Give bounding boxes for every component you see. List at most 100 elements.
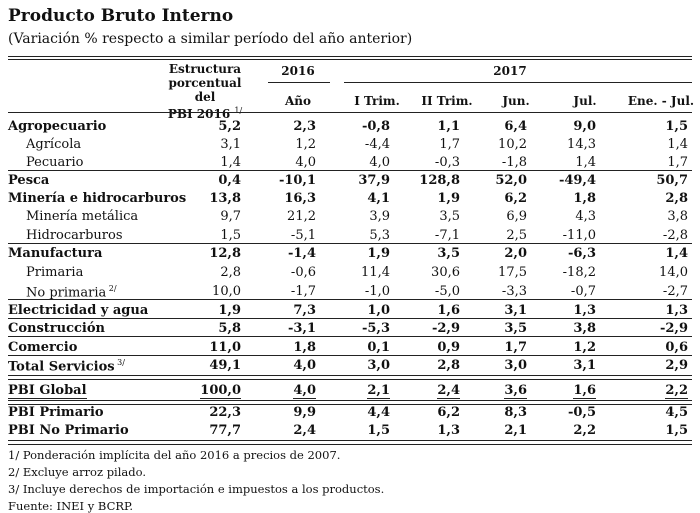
header-col-3: Jul. — [573, 94, 597, 108]
row-label: Total Servicios 3/ — [8, 358, 125, 375]
cell-value: 1,2 — [573, 340, 596, 355]
cell-value: -1,4 — [287, 246, 316, 261]
cell-value: 2,4 — [293, 423, 316, 438]
table-row: Hidrocarburos 1,5 -5,1 5,3 -7,1 2,5 -11,0 -2,8 — [8, 227, 692, 245]
cell-value: 1,1 — [437, 119, 460, 134]
cell-value: 2,1 — [504, 423, 527, 438]
row-label: Agropecuario — [8, 119, 107, 134]
cell-value: 6,9 — [506, 209, 527, 224]
cell-value: 1,7 — [667, 155, 688, 170]
row-label: Electricidad y agua — [8, 303, 149, 318]
cell-value: 0,1 — [367, 340, 390, 355]
cell-value: 3,0 — [504, 358, 527, 373]
cell-value: 17,5 — [498, 265, 527, 280]
table-title: Producto Bruto Interno — [8, 6, 234, 26]
table-row: PBI Primario 22,3 9,9 4,4 6,2 8,3 -0,5 4,5 — [8, 404, 692, 422]
cell-value: -0,6 — [290, 265, 316, 280]
header-2016: 2016 — [281, 64, 315, 78]
top-rule — [8, 56, 692, 57]
row-label: Minería metálica — [26, 209, 139, 224]
cell-value: 1,0 — [367, 303, 390, 318]
cell-value: 52,0 — [495, 173, 527, 188]
cell-value: 77,7 — [209, 423, 241, 438]
cell-value: -2,7 — [662, 284, 688, 299]
table-row: Manufactura 12,8 -1,4 1,9 3,5 2,0 -6,3 1,4 — [8, 245, 692, 263]
cell-value: 1,2 — [295, 137, 316, 152]
header-col-4: Ene. - Jul. — [627, 94, 695, 108]
cell-value: -7,1 — [434, 228, 460, 243]
cell-value: 1,4 — [665, 246, 688, 261]
cell-value: 2,8 — [665, 191, 688, 206]
table-row: Minería e hidrocarburos 13,8 16,3 4,1 1,9 6,2… — [8, 190, 692, 208]
cell-value: 1,3 — [437, 423, 460, 438]
table-row: Pecuario 1,4 4,0 4,0 -0,3 -1,8 1,4 1,7 — [8, 154, 692, 172]
cell-value: 9,0 — [573, 119, 596, 134]
cell-value: -3,1 — [287, 321, 316, 336]
cell-value: 7,3 — [293, 303, 316, 318]
cell-value: 3,5 — [439, 209, 460, 224]
row-separator — [8, 299, 692, 300]
cell-value: 1,4 — [667, 137, 688, 152]
cell-value: -3,3 — [501, 284, 527, 299]
row-label: Manufactura — [8, 246, 103, 261]
year-2017-line — [344, 82, 692, 83]
table-row: Pesca 0,4 -10,1 37,9 128,8 52,0 -49,4 50,7 — [8, 172, 692, 190]
cell-value: -0,7 — [570, 284, 596, 299]
cell-value: 3,1 — [220, 137, 241, 152]
row-separator — [8, 318, 692, 319]
cell-value: 11,0 — [209, 340, 241, 355]
cell-value: 6,2 — [504, 191, 527, 206]
header-ano: Año — [284, 94, 312, 108]
cell-value: 0,6 — [665, 340, 688, 355]
footnote: Fuente: INEI y BCRP. — [8, 499, 134, 513]
cell-value: 12,8 — [209, 246, 241, 261]
row-label: Comercio — [8, 340, 78, 355]
cell-value: 30,6 — [431, 265, 460, 280]
table-row: Primaria 2,8 -0,6 11,4 30,6 17,5 -18,2 14,0 — [8, 264, 692, 282]
table-row: PBI No Primario 77,7 2,4 1,5 1,3 2,1 2,2 1,5 — [8, 422, 692, 440]
cell-value: 2,5 — [506, 228, 527, 243]
cell-value: 1,5 — [665, 423, 688, 438]
cell-value: -5,1 — [290, 228, 316, 243]
cell-value: 100,0 — [200, 383, 241, 401]
cell-value: -2,9 — [431, 321, 460, 336]
cell-value: 5,2 — [218, 119, 241, 134]
header-col-0: I Trim. — [354, 94, 400, 108]
cell-value: -0,3 — [434, 155, 460, 170]
row-label: Construcción — [8, 321, 105, 336]
cell-value: 2,0 — [504, 246, 527, 261]
header-estructura: Estructura porcentual del PBI 2016 1/ — [167, 62, 243, 121]
row-label: Agrícola — [26, 137, 82, 152]
cell-value: 3,0 — [367, 358, 390, 373]
cell-value: 9,9 — [293, 405, 316, 420]
cell-value: -11,0 — [562, 228, 596, 243]
cell-value: 3,9 — [369, 209, 390, 224]
cell-value: -18,2 — [562, 265, 596, 280]
row-label: Minería e hidrocarburos — [8, 191, 187, 206]
cell-value: 21,2 — [287, 209, 316, 224]
table-row: No primaria 2/10,0 -1,7 -1,0 -5,0 -3,3 -0,7 -2… — [8, 283, 692, 301]
cell-value: -1,0 — [364, 284, 390, 299]
cell-value: 3,1 — [504, 303, 527, 318]
row-label: Pesca — [8, 173, 50, 188]
bottom-rule — [8, 440, 692, 445]
footnote: 3/ Incluye derechos de importación e imp… — [8, 482, 385, 496]
cell-value: 37,9 — [358, 173, 390, 188]
cell-value: 1,7 — [439, 137, 460, 152]
cell-value: -4,4 — [364, 137, 390, 152]
cell-value: 1,9 — [437, 191, 460, 206]
cell-value: 3,6 — [504, 383, 527, 401]
row-label: Hidrocarburos — [26, 228, 123, 243]
cell-value: 2,4 — [437, 383, 460, 401]
cell-value: 4,3 — [575, 209, 596, 224]
cell-value: 9,7 — [220, 209, 241, 224]
header-rule — [8, 112, 692, 113]
cell-value: -1,8 — [501, 155, 527, 170]
cell-value: 4,4 — [367, 405, 390, 420]
cell-value: -5,0 — [434, 284, 460, 299]
cell-value: 4,1 — [367, 191, 390, 206]
cell-value: 1,8 — [293, 340, 316, 355]
cell-value: 50,7 — [656, 173, 688, 188]
cell-value: 4,0 — [293, 358, 316, 373]
top-rule-2 — [8, 59, 692, 60]
